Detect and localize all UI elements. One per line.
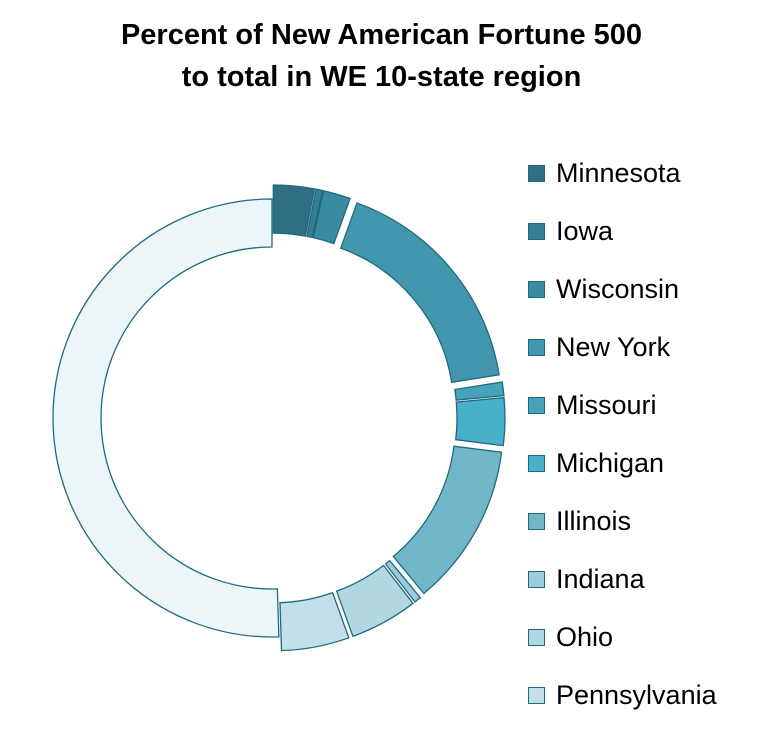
donut-slice-michigan: [454, 396, 506, 447]
legend-swatch-michigan: [528, 454, 545, 472]
chart-title: Percent of New American Fortune 500 to t…: [0, 14, 763, 98]
legend-item-pennsylvania: Pennsylvania: [528, 666, 758, 724]
legend-label-indiana: Indiana: [556, 564, 645, 594]
legend-swatch-illinois: [528, 512, 545, 530]
legend-swatch-minnesota: [528, 164, 545, 182]
legend-item-iowa: Iowa: [528, 202, 758, 260]
legend-label-illinois: Illinois: [556, 506, 632, 536]
legend-item-michigan: Michigan: [528, 434, 758, 492]
legend-label-wisconsin: Wisconsin: [556, 274, 680, 304]
legend-swatch-wisconsin: [528, 280, 545, 298]
donut-slice-wisconsin: [312, 190, 351, 245]
legend-swatch-new-york: [528, 338, 545, 356]
chart-legend: Minnesota Iowa Wisconsin New York Missouri Mi…: [528, 144, 758, 724]
legend-swatch-pennsylvania: [528, 686, 545, 704]
donut-slice-remainder: [52, 198, 280, 638]
donut-slice-pennsylvania: [279, 591, 350, 652]
legend-label-new-york: New York: [556, 332, 671, 362]
legend-item-minnesota: Minnesota: [528, 144, 758, 202]
donut-slice-iowa: [306, 188, 324, 239]
legend-label-pennsylvania: Pennsylvania: [556, 680, 717, 710]
legend-item-ohio: Ohio: [528, 608, 758, 666]
legend-label-minnesota: Minnesota: [556, 158, 681, 188]
donut-slice-ohio: [335, 564, 414, 638]
legend-item-indiana: Indiana: [528, 550, 758, 608]
legend-label-ohio: Ohio: [556, 622, 614, 652]
legend-label-michigan: Michigan: [556, 448, 665, 478]
legend-item-missouri: Missouri: [528, 376, 758, 434]
legend-item-illinois: Illinois: [528, 492, 758, 550]
donut-slice-missouri: [454, 381, 505, 401]
legend-label-missouri: Missouri: [556, 390, 657, 420]
legend-swatch-ohio: [528, 628, 545, 646]
donut-slice-new-york: [339, 202, 500, 384]
donut-slice-minnesota: [272, 184, 316, 237]
legend-swatch-indiana: [528, 570, 545, 588]
legend-item-new-york: New York: [528, 318, 758, 376]
donut-slice-indiana: [384, 559, 422, 603]
legend-label-iowa: Iowa: [556, 216, 614, 246]
legend-swatch-missouri: [528, 396, 545, 414]
donut-slice-illinois: [392, 445, 503, 595]
chart-title-line-2: to total in WE 10-state region: [181, 61, 582, 93]
legend-item-wisconsin: Wisconsin: [528, 260, 758, 318]
chart-title-line-1: Percent of New American Fortune 500: [120, 19, 643, 51]
legend-swatch-iowa: [528, 222, 545, 240]
